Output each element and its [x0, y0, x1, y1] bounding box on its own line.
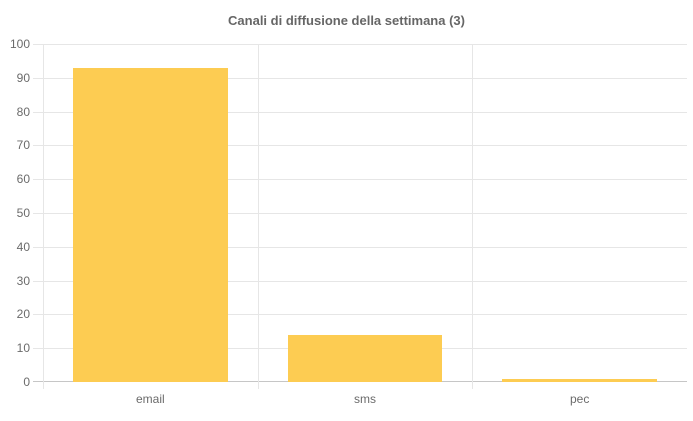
- grid-line-horizontal: [43, 179, 687, 181]
- y-axis-tick-label: 20: [16, 307, 30, 322]
- grid-line-horizontal: [43, 213, 687, 214]
- y-axis-tick: [33, 314, 43, 316]
- y-axis-line: [43, 44, 44, 389]
- plot-area: 0 10 20 30 40 50 60 70 80 90 100 email sms pec: [10, 37, 687, 406]
- y-axis-tick: [33, 77, 43, 79]
- bar-pec: [502, 378, 657, 382]
- y-axis-tick-label: 30: [16, 273, 30, 288]
- y-axis-tick: [33, 381, 43, 382]
- y-axis-tick: [33, 246, 43, 248]
- grid-line-horizontal: [43, 246, 687, 248]
- y-axis-tick-label: 0: [23, 375, 30, 389]
- grid-line-horizontal: [43, 314, 687, 316]
- y-axis-tick: [33, 145, 43, 147]
- chart-title: Canali di diffusione della settimana (3): [228, 13, 465, 28]
- x-axis-category-label: pec: [569, 392, 590, 406]
- y-axis-tick-label: 40: [16, 239, 30, 254]
- x-axis-category-label: sms: [354, 392, 376, 406]
- y-axis-tick-label: 80: [16, 104, 30, 119]
- grid-line-horizontal: [43, 280, 687, 282]
- y-axis-tick-label: 90: [16, 70, 30, 85]
- grid-line-vertical: [472, 44, 473, 389]
- grid-line-vertical: [258, 44, 259, 389]
- y-axis-tick-label: 100: [9, 37, 30, 51]
- y-axis-tick: [33, 111, 43, 113]
- bar-email: [73, 67, 228, 382]
- x-axis-category-label: email: [135, 392, 165, 406]
- grid-line-horizontal: [43, 145, 687, 147]
- y-axis-tick: [33, 179, 43, 181]
- y-axis-tick-label: 10: [16, 341, 30, 356]
- bar-sms: [287, 334, 443, 382]
- y-axis-tick: [33, 213, 43, 214]
- grid-line-horizontal: [43, 44, 687, 45]
- y-axis-tick: [33, 348, 43, 350]
- grid-line-horizontal: [43, 111, 687, 113]
- grid-line-horizontal: [43, 77, 687, 79]
- y-axis-tick-label: 50: [16, 206, 30, 220]
- y-axis-tick: [33, 280, 43, 282]
- y-axis-tick-label: 60: [16, 172, 30, 187]
- y-axis-tick-label: 70: [16, 138, 30, 153]
- y-axis-tick: [33, 44, 43, 45]
